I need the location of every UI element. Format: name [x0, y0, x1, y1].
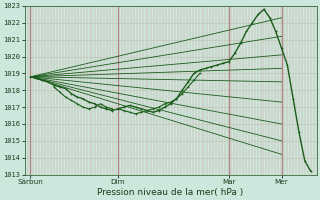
- X-axis label: Pression niveau de la mer( hPa ): Pression niveau de la mer( hPa ): [98, 188, 244, 197]
